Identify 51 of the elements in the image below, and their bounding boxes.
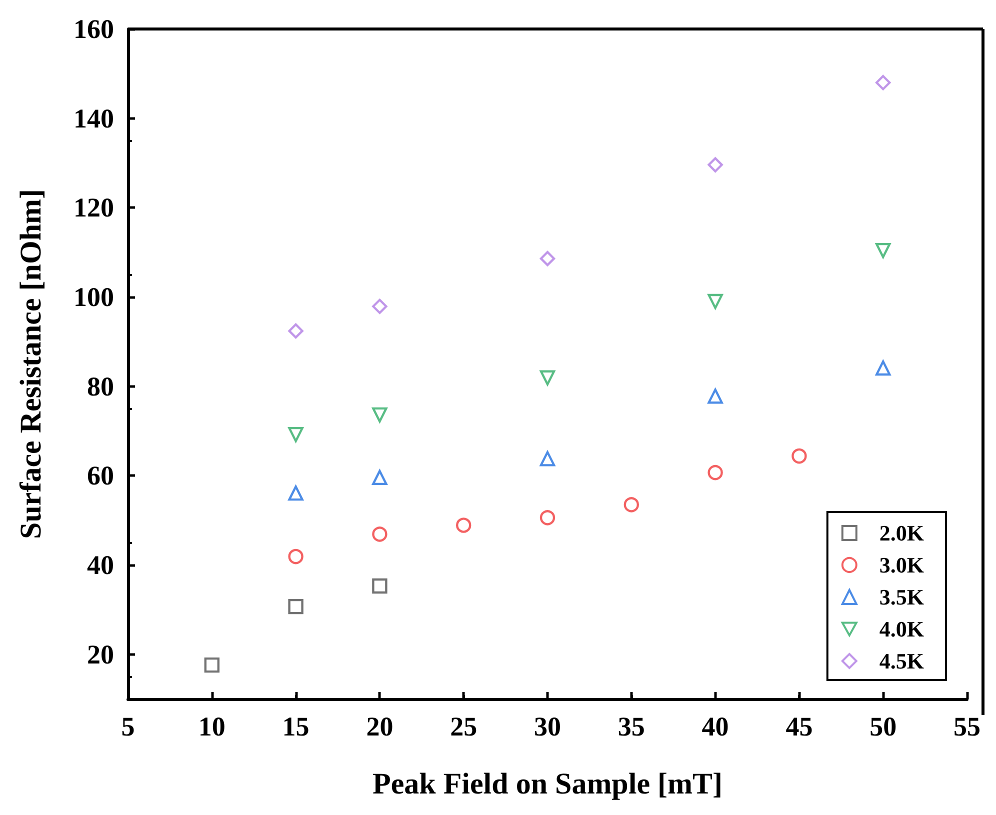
legend-label: 4.5K <box>879 648 924 674</box>
y-tick-label: 60 <box>87 460 114 491</box>
x-tick-label: 25 <box>450 712 478 742</box>
point <box>288 426 304 442</box>
x-tick-label: 45 <box>786 712 813 742</box>
point <box>540 510 556 526</box>
legend-label: 3.5K <box>879 584 924 610</box>
point <box>876 75 891 90</box>
point <box>876 360 891 376</box>
x-tick-label: 50 <box>870 712 897 742</box>
point <box>288 485 304 501</box>
point <box>372 578 388 594</box>
y-tick-label: 120 <box>74 192 114 223</box>
legend-label: 4.0K <box>879 616 924 642</box>
x-tick-label: 40 <box>702 712 729 742</box>
point <box>540 451 556 466</box>
legend-label: 3.0K <box>879 552 924 578</box>
y-tick-label: 140 <box>74 103 114 134</box>
y-tick-label: 100 <box>74 282 114 312</box>
point <box>372 407 388 423</box>
point <box>372 298 388 314</box>
x-tick-label: 15 <box>282 712 310 742</box>
y-tick-label: 80 <box>87 371 114 402</box>
x-tick-label: 10 <box>198 712 226 742</box>
point <box>540 250 556 266</box>
y-tick-label: 160 <box>74 14 114 44</box>
point <box>372 470 388 486</box>
x-tick-label: 55 <box>954 712 980 742</box>
x-tick-label: 20 <box>366 712 394 742</box>
legend-label: 2.0K <box>879 520 924 546</box>
y-tick-label: 20 <box>87 639 114 670</box>
point <box>372 526 388 542</box>
x-tick-label: 5 <box>121 712 135 742</box>
point <box>708 294 723 310</box>
x-tick-label: 30 <box>534 712 561 742</box>
y-tick-label: 40 <box>87 550 114 580</box>
point <box>876 242 891 258</box>
point <box>624 497 639 512</box>
x-axis-title: Peak Field on Sample [mT] <box>372 768 722 800</box>
point <box>288 548 304 564</box>
point <box>792 448 807 464</box>
point <box>456 518 472 533</box>
point <box>204 657 220 673</box>
x-tick-label: 35 <box>618 712 645 742</box>
point <box>288 323 304 339</box>
point <box>288 598 304 614</box>
point <box>708 388 723 404</box>
y-axis-title: Surface Resistance [nOhm] <box>14 189 48 539</box>
point <box>708 157 723 172</box>
point <box>540 370 556 386</box>
point <box>708 464 723 480</box>
